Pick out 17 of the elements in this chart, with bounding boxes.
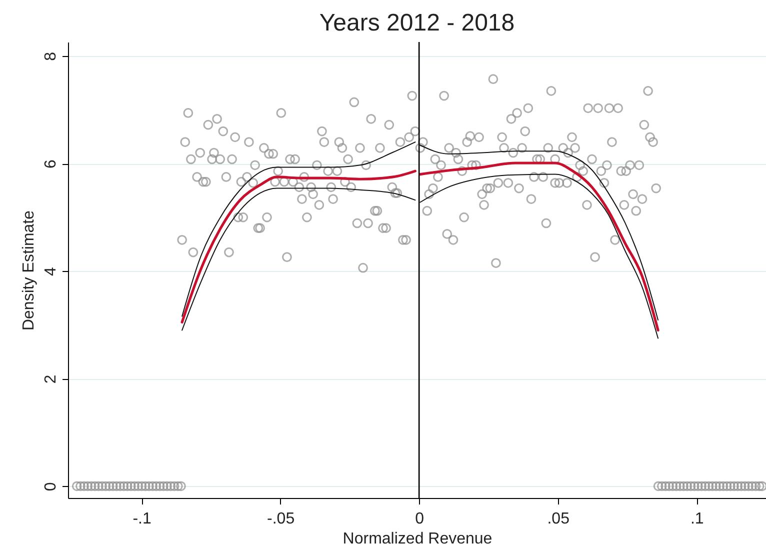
x-axis-title: Normalized Revenue [342,530,492,548]
line-series [182,188,416,331]
y-axis-title: Density Estimate [20,210,38,331]
x-tick-label: -.05 [267,510,295,528]
y-tick-label: 4 [42,267,60,276]
x-tick-label: .05 [547,510,570,528]
y-tick-label: 2 [42,374,60,384]
x-tick-label: -.1 [132,510,152,528]
line-series [420,144,659,321]
line-series [182,142,416,317]
x-tick-label: .1 [690,510,704,528]
y-tick-label: 6 [42,159,60,168]
y-tick-label: 8 [42,52,60,61]
chart-title: Years 2012 - 2018 [319,9,515,36]
y-tick-label: 0 [42,482,60,492]
x-tick-label: 0 [415,510,424,528]
line-series [180,170,416,324]
